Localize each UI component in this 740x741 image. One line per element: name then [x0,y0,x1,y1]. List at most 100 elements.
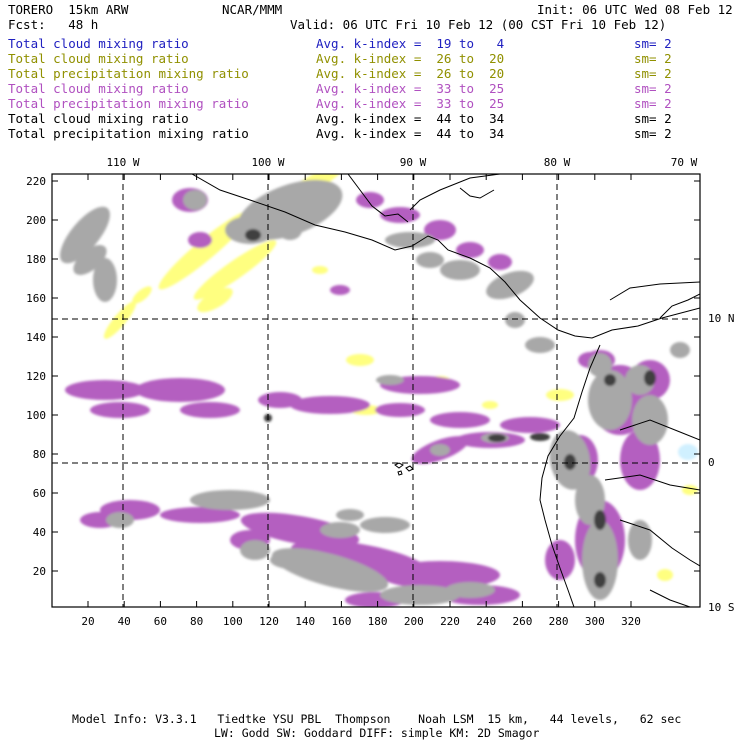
gray-cloud-area [486,270,534,300]
legend-field: Total cloud mixing ratio [8,51,189,66]
dark-cloud-core [530,433,550,441]
gray-cloud-area [73,245,107,275]
yellow-precip-area [346,354,374,366]
valid-time: Valid: 06 UTC Fri 10 Feb 12 (00 CST Fri … [290,17,667,32]
coastlines [191,174,700,607]
legend-field: Total precipitation mixing ratio [8,96,249,111]
y-tick-label: 160 [26,292,46,305]
y-tick-label: 40 [33,526,46,539]
model-title: TORERO 15km ARW [8,2,129,17]
gray-cloud-area [320,522,360,538]
x-tick-label: 240 [476,615,496,628]
legend-kindex: Avg. k-index = 44 to 34 [316,126,505,141]
legend-kindex: Avg. k-index = 26 to 20 [316,51,505,66]
legend-field: Total precipitation mixing ratio [8,126,249,141]
legend-smooth: sm= 2 [634,36,672,51]
gray-cloud-area [360,517,410,533]
dark-cloud-core [488,434,506,442]
y-tick-label: 200 [26,214,46,227]
y-tick-label: 80 [33,448,46,461]
x-tick-label: 80 [190,615,203,628]
y-tick-label: 220 [26,175,46,188]
dark-cloud-core [604,374,616,386]
legend-smooth: sm= 2 [634,66,672,81]
longitude-label: 90 W [400,156,427,169]
y-tick-label: 20 [33,565,46,578]
yellow-precip-area [103,301,137,339]
purple-cloud-area [500,417,560,433]
init-time: Init: 06 UTC Wed 08 Feb 12 [537,2,733,17]
x-tick-label: 140 [295,615,315,628]
gray-cloud-area [445,582,495,598]
longitude-label: 70 W [671,156,698,169]
gray-cloud-area [430,444,450,456]
purple-cloud-area [456,242,484,258]
gray-cloud-area [670,342,690,358]
dark-cloud-core [245,229,261,241]
gray-cloud-area [270,550,330,570]
legend-smooth: sm= 2 [634,111,672,126]
longitude-label: 110 W [106,156,139,169]
x-tick-label: 180 [368,615,388,628]
purple-cloud-area [188,232,212,248]
purple-cloud-area [375,403,425,417]
yellow-precip-area [546,389,574,401]
latitude-label: 10 N [708,312,735,325]
axis-ticks [52,174,700,607]
yellow-precip-area [193,240,277,300]
purple-cloud-area [65,380,145,400]
gray-cloud-area [525,337,555,353]
gray-cloud-area [380,585,460,605]
purple-cloud-area [160,507,240,523]
legend-kindex: Avg. k-index = 44 to 34 [316,111,505,126]
gray-cloud-area [385,232,435,248]
cyan-cloud-area [678,444,698,460]
x-tick-label: 40 [118,615,131,628]
purple-cloud-area [240,512,360,548]
dark-cloud-core [594,572,606,588]
x-tick-label: 300 [585,615,605,628]
x-tick-label: 260 [512,615,532,628]
dark-cloud-core [564,454,576,470]
x-tick-label: 100 [223,615,243,628]
gray-cloud-area [106,512,134,528]
gray-cloud-area [588,370,632,430]
legend-field: Total cloud mixing ratio [8,36,189,51]
y-tick-label: 100 [26,409,46,422]
purple-cloud-area [135,378,225,402]
legend-kindex: Avg. k-index = 26 to 20 [316,66,505,81]
x-tick-label: 20 [81,615,94,628]
legend-smooth: sm= 2 [634,126,672,141]
purple-cloud-area [488,254,512,270]
x-tick-label: 280 [549,615,569,628]
legend-field: Total cloud mixing ratio [8,111,189,126]
gray-cloud-area [416,252,444,268]
legend-kindex: Avg. k-index = 33 to 25 [316,81,505,96]
gray-cloud-area [183,190,207,210]
x-tick-label: 60 [154,615,167,628]
purple-cloud-area [90,402,150,418]
gray-cloud-area [505,312,525,328]
lat-lon-grid [52,174,700,607]
x-tick-label: 200 [404,615,424,628]
legend-field: Total cloud mixing ratio [8,81,189,96]
y-tick-label: 60 [33,487,46,500]
y-tick-label: 140 [26,331,46,344]
map-frame [51,173,701,608]
dark-cloud-core [594,510,606,530]
y-tick-label: 180 [26,253,46,266]
gray-cloud-area [278,220,302,240]
legend-field: Total precipitation mixing ratio [8,66,249,81]
longitude-label: 80 W [544,156,571,169]
gray-cloud-area [240,540,270,560]
gray-cloud-area [190,490,270,510]
footer-model-info: Model Info: V3.3.1 Tiedtke YSU PBL Thomp… [72,712,682,726]
gray-cloud-area [336,509,364,521]
gray-cloud-area [93,258,117,302]
longitude-label: 100 W [251,156,284,169]
purple-cloud-area [545,540,575,580]
forecast-hour: Fcst: 48 h [8,17,99,32]
x-tick-label: 160 [331,615,351,628]
purple-cloud-area [180,402,240,418]
